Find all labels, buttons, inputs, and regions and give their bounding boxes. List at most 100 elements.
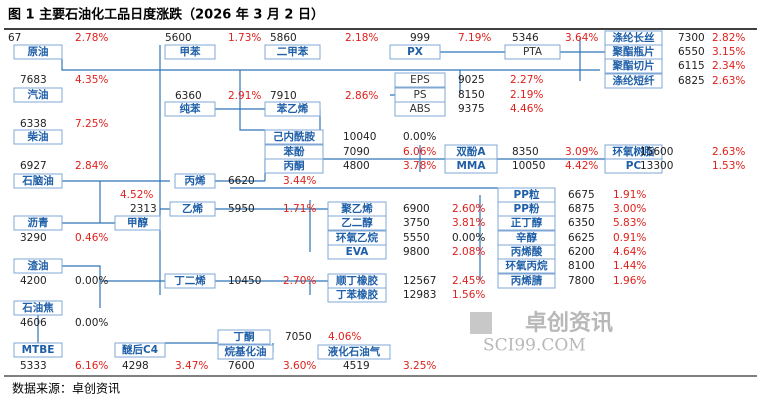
node-label: EVA <box>346 246 370 258</box>
node-box <box>327 244 387 260</box>
price: 6927 <box>20 160 47 172</box>
node-box <box>604 158 663 174</box>
price: 6825 <box>678 75 705 87</box>
node-label: 甲醇 <box>127 216 148 229</box>
price: 15600 <box>640 146 673 158</box>
node-box <box>174 173 216 189</box>
node-label: 环氧乙烷 <box>336 231 378 244</box>
change: 0.46% <box>75 232 108 244</box>
change: 4.64% <box>613 246 646 258</box>
change: 7.19% <box>458 32 491 44</box>
change: 2.86% <box>345 90 378 102</box>
price: 6900 <box>403 203 430 215</box>
price: 2313 <box>130 203 157 215</box>
node-label: 丙烯酸 <box>511 245 543 258</box>
price: 7910 <box>270 90 297 102</box>
price: 6875 <box>568 203 595 215</box>
price: 6350 <box>568 217 595 229</box>
change: 3.09% <box>565 146 598 158</box>
change: 2.70% <box>283 275 316 287</box>
node-label: 丁二烯 <box>174 274 206 287</box>
change: 3.15% <box>712 46 745 58</box>
change: 1.71% <box>283 203 316 215</box>
node-box <box>389 44 441 60</box>
node-label: 渣油 <box>28 259 49 272</box>
node-box <box>13 258 63 274</box>
change: 1.44% <box>613 260 646 272</box>
node-label: 原油 <box>28 45 49 58</box>
node-label: 液化石油气 <box>328 345 381 358</box>
change: 0.00% <box>75 317 108 329</box>
price: 5550 <box>403 232 430 244</box>
change: 6.06% <box>403 146 436 158</box>
watermark-brand: 卓创资讯 <box>525 311 613 336</box>
node-box <box>264 129 324 145</box>
change: 3.81% <box>452 217 485 229</box>
node-label: PTA <box>523 46 543 58</box>
node-label: EPS <box>410 74 430 86</box>
change: 1.91% <box>613 189 646 201</box>
node-label: 乙烯 <box>182 202 203 215</box>
price: 4519 <box>343 360 370 372</box>
price: 5600 <box>165 32 192 44</box>
title: 图 1 主要石油化工品日度涨跌（2026 年 3 月 2 日） <box>8 7 324 23</box>
node-box <box>164 44 216 60</box>
price: 6550 <box>678 46 705 58</box>
change: 0.00% <box>403 131 436 143</box>
source: 数据来源：卓创资讯 <box>12 381 120 396</box>
node-label: 甲苯 <box>180 45 201 58</box>
change: 1.53% <box>712 160 745 172</box>
price: 6675 <box>568 189 595 201</box>
node-box <box>264 158 324 174</box>
price: 12983 <box>403 289 436 301</box>
change: 5.83% <box>613 217 646 229</box>
change: 2.27% <box>510 74 543 86</box>
change: 7.25% <box>75 118 108 130</box>
change: 2.18% <box>345 32 378 44</box>
change: 0.91% <box>613 232 646 244</box>
node-box <box>497 215 556 231</box>
node-label: 辛醇 <box>516 231 537 244</box>
change: 1.73% <box>228 32 261 44</box>
price: 7800 <box>568 275 595 287</box>
change: 2.82% <box>712 32 745 44</box>
node-label: 醚后C4 <box>122 343 158 356</box>
price: 6625 <box>568 232 595 244</box>
node-box <box>504 44 561 60</box>
node-box <box>13 87 63 103</box>
price: 7050 <box>285 331 312 343</box>
watermark-site: SCI99.COM <box>483 336 586 356</box>
node-label: PS <box>414 89 427 101</box>
node-box <box>264 101 321 117</box>
node-box <box>497 273 556 289</box>
change: 0.00% <box>75 275 108 287</box>
price: 4298 <box>122 360 149 372</box>
node-label: 石油焦 <box>21 301 54 314</box>
node-label: PC <box>626 160 642 172</box>
change: 2.63% <box>712 75 745 87</box>
price: 8150 <box>458 89 485 101</box>
node-box <box>13 129 63 145</box>
node-label: PP粒 <box>514 188 540 201</box>
change: 4.42% <box>565 160 598 172</box>
price: 67 <box>8 32 21 44</box>
change: 4.06% <box>328 331 361 343</box>
node-label: 石脑油 <box>21 174 54 187</box>
node-box <box>394 101 446 117</box>
price: 4606 <box>20 317 47 329</box>
node-label: 丁苯橡胶 <box>336 288 378 301</box>
node-box <box>13 44 63 60</box>
node-label: 涤纶长丝 <box>613 31 655 44</box>
node-label: 纯苯 <box>180 102 201 115</box>
change: 2.45% <box>452 275 485 287</box>
node-box <box>217 344 274 360</box>
change: 3.25% <box>403 360 436 372</box>
node-box <box>327 287 387 303</box>
change: 2.91% <box>228 90 261 102</box>
change: 3.00% <box>613 203 646 215</box>
change: 2.63% <box>712 146 745 158</box>
price: 3750 <box>403 217 430 229</box>
node-label: PP粉 <box>514 202 540 215</box>
change: 1.96% <box>613 275 646 287</box>
